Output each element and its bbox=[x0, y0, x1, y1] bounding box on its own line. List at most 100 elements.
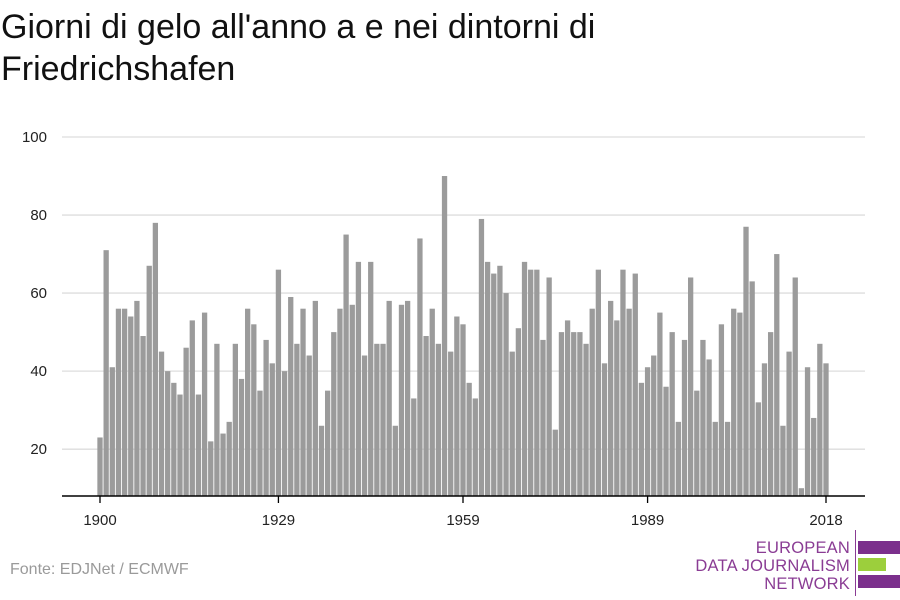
bar bbox=[331, 332, 337, 496]
bar bbox=[165, 371, 171, 496]
bar bbox=[663, 386, 669, 496]
x-axis-ticks: 1900 1929 1959 1989 2018 bbox=[83, 496, 843, 529]
bar bbox=[226, 421, 232, 496]
bar bbox=[558, 332, 565, 496]
bar bbox=[441, 176, 448, 497]
bar bbox=[189, 320, 195, 496]
bar bbox=[583, 343, 589, 496]
bar bbox=[743, 226, 749, 496]
bar bbox=[804, 367, 811, 496]
bar bbox=[361, 355, 368, 496]
bar bbox=[823, 363, 829, 496]
bar bbox=[528, 269, 534, 496]
bars bbox=[97, 176, 829, 497]
bar bbox=[460, 324, 466, 496]
bar bbox=[195, 394, 202, 496]
x-tick-label: 1959 bbox=[446, 512, 479, 529]
bar bbox=[503, 293, 509, 496]
bar bbox=[497, 265, 503, 496]
bar bbox=[669, 332, 675, 496]
bar bbox=[306, 355, 312, 496]
bar bbox=[411, 398, 417, 496]
bar bbox=[429, 308, 435, 496]
bar bbox=[398, 304, 405, 496]
bar bbox=[146, 265, 152, 496]
bar bbox=[478, 218, 485, 496]
bar bbox=[724, 421, 731, 496]
x-tick-label: 2018 bbox=[809, 512, 842, 529]
bar bbox=[515, 328, 522, 496]
bar bbox=[392, 425, 398, 496]
bar bbox=[324, 390, 331, 496]
bar bbox=[454, 316, 460, 496]
bar bbox=[811, 417, 817, 496]
bar bbox=[552, 429, 558, 496]
bar bbox=[263, 339, 269, 496]
bar bbox=[466, 382, 472, 496]
bar bbox=[534, 269, 540, 496]
logo-bar-top bbox=[858, 541, 900, 554]
bar bbox=[128, 316, 134, 496]
y-tick-label: 100 bbox=[22, 129, 47, 146]
x-tick-label: 1989 bbox=[631, 512, 664, 529]
bar bbox=[718, 324, 725, 496]
bar bbox=[201, 312, 208, 496]
bar bbox=[472, 398, 478, 496]
bar bbox=[269, 363, 275, 496]
bar bbox=[435, 343, 442, 496]
bar bbox=[404, 300, 411, 496]
y-tick-label: 40 bbox=[30, 363, 47, 380]
bar bbox=[448, 351, 454, 496]
bar bbox=[312, 300, 318, 496]
bar bbox=[275, 269, 282, 496]
bar bbox=[601, 363, 608, 496]
bar bbox=[368, 261, 374, 496]
bar bbox=[786, 351, 792, 496]
source-note: Fonte: EDJNet / ECMWF bbox=[10, 561, 189, 578]
x-tick-label: 1900 bbox=[83, 512, 116, 529]
bar bbox=[491, 273, 497, 496]
bar bbox=[294, 343, 300, 496]
bar bbox=[632, 273, 638, 496]
bar bbox=[651, 355, 657, 496]
logo-text-line2: DATA JOURNALISM bbox=[695, 557, 850, 575]
bar bbox=[374, 343, 380, 496]
y-tick-label: 80 bbox=[30, 207, 47, 224]
bar bbox=[103, 250, 109, 496]
bar bbox=[700, 339, 706, 496]
bar bbox=[343, 234, 349, 496]
bar bbox=[540, 339, 546, 496]
bar bbox=[97, 437, 103, 496]
bar bbox=[638, 382, 645, 496]
bar bbox=[571, 332, 577, 496]
bar bbox=[761, 363, 768, 496]
bar bbox=[749, 281, 755, 496]
bar bbox=[281, 371, 288, 496]
bar bbox=[318, 425, 325, 496]
bar bbox=[608, 300, 614, 496]
bar bbox=[349, 304, 355, 496]
chart-title: Giorni di gelo all'anno a e nei dintorni… bbox=[1, 8, 596, 88]
bar bbox=[687, 277, 694, 496]
bar bbox=[171, 382, 177, 496]
edjnet-logo: EUROPEAN DATA JOURNALISM NETWORK bbox=[690, 528, 900, 600]
bar bbox=[288, 296, 294, 496]
bar bbox=[386, 300, 392, 496]
bar bbox=[214, 343, 220, 496]
logo-bar-bottom bbox=[858, 575, 900, 588]
bar bbox=[577, 332, 583, 496]
bar bbox=[245, 308, 251, 496]
bar bbox=[251, 324, 257, 496]
bar bbox=[257, 390, 263, 496]
bar bbox=[183, 347, 189, 496]
bar bbox=[546, 277, 552, 496]
logo-text-line1: EUROPEAN bbox=[755, 539, 850, 557]
bar bbox=[589, 308, 595, 496]
bar bbox=[755, 402, 761, 496]
bar bbox=[675, 421, 681, 496]
logo-text-line3: NETWORK bbox=[764, 575, 850, 593]
bar bbox=[780, 425, 786, 496]
bar bbox=[355, 261, 362, 496]
bar bbox=[134, 300, 140, 496]
bar bbox=[620, 269, 626, 496]
